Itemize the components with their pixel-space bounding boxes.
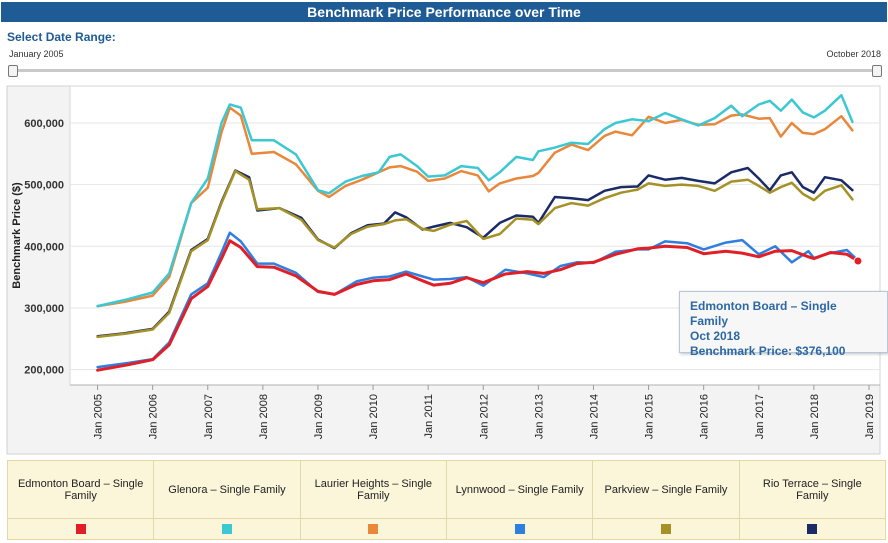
x-tick-label: Jan 2009 bbox=[313, 394, 325, 439]
x-tick-label: Jan 2012 bbox=[478, 394, 490, 439]
legend-label: Lynnwood – Single Family bbox=[446, 461, 593, 519]
series-line bbox=[96, 169, 854, 339]
y-tick-label: 300,000 bbox=[24, 303, 64, 315]
date-range-slider-track[interactable] bbox=[12, 69, 878, 72]
x-tick-label: Jan 2017 bbox=[754, 394, 766, 439]
legend-swatch bbox=[660, 524, 671, 534]
y-axis-label: Benchmark Price ($) bbox=[11, 182, 23, 289]
x-tick-label: Jan 2011 bbox=[423, 394, 435, 438]
series-line bbox=[96, 106, 854, 308]
tooltip-series: Edmonton Board – Single Family bbox=[690, 299, 837, 328]
x-tick-label: Jan 2016 bbox=[699, 394, 711, 439]
x-tick-label: Jan 2006 bbox=[148, 394, 160, 439]
chart-legend: Edmonton Board – Single Family Glenora –… bbox=[7, 460, 886, 540]
slider-end-handle[interactable] bbox=[872, 65, 882, 77]
x-tick-label: Jan 2008 bbox=[258, 394, 270, 439]
series-line bbox=[96, 239, 860, 372]
tooltip-date: Oct 2018 bbox=[690, 329, 741, 343]
legend-label: Edmonton Board – Single Family bbox=[8, 461, 154, 519]
legend-label: Glenora – Single Family bbox=[154, 461, 300, 519]
legend-item[interactable]: Rio Terrace – Single Family bbox=[739, 461, 885, 539]
date-range-label: Select Date Range: bbox=[7, 30, 116, 44]
y-tick-label: 600,000 bbox=[24, 118, 64, 130]
legend-item[interactable]: Parkview – Single Family bbox=[593, 461, 740, 539]
y-tick-label: 200,000 bbox=[24, 365, 64, 377]
legend-swatch bbox=[368, 524, 379, 534]
legend-swatch bbox=[807, 524, 818, 534]
legend-item[interactable]: Glenora – Single Family bbox=[154, 461, 301, 539]
tooltip-value: Benchmark Price: $376,100 bbox=[690, 344, 846, 358]
legend-item[interactable]: Laurier Heights – Single Family bbox=[300, 461, 447, 539]
x-tick-label: Jan 2018 bbox=[809, 394, 821, 439]
x-tick-label: Jan 2007 bbox=[203, 394, 215, 439]
series-line bbox=[96, 231, 860, 369]
legend-item[interactable]: Edmonton Board – Single Family bbox=[8, 461, 155, 539]
x-tick-label: Jan 2013 bbox=[533, 394, 545, 439]
legend-label: Rio Terrace – Single Family bbox=[739, 461, 885, 519]
legend-swatch bbox=[75, 524, 86, 534]
chart-tooltip: Edmonton Board – Single Family Oct 2018 … bbox=[679, 291, 888, 358]
highlight-point bbox=[853, 256, 863, 266]
x-tick-label: Jan 2010 bbox=[368, 394, 380, 439]
y-tick-label: 400,000 bbox=[24, 241, 64, 253]
series-line bbox=[96, 93, 854, 308]
x-tick-label: Jan 2005 bbox=[93, 394, 105, 439]
legend-label: Parkview – Single Family bbox=[593, 461, 739, 519]
date-range-start: January 2005 bbox=[9, 49, 64, 59]
date-range-end: October 2018 bbox=[826, 49, 881, 59]
legend-item[interactable]: Lynnwood – Single Family bbox=[446, 461, 594, 539]
legend-swatch bbox=[221, 524, 232, 534]
x-tick-label: Jan 2014 bbox=[588, 394, 600, 439]
y-tick-label: 500,000 bbox=[24, 180, 64, 192]
legend-label: Laurier Heights – Single Family bbox=[300, 461, 446, 519]
line-chart: 200,000 300,000 400,000 500,000 600,000 Bench… bbox=[6, 85, 881, 455]
x-tick-label: Jan 2019 bbox=[864, 394, 876, 439]
chart-title: Benchmark Price Performance over Time bbox=[1, 2, 887, 22]
x-tick-label: Jan 2015 bbox=[644, 394, 656, 439]
slider-start-handle[interactable] bbox=[8, 65, 18, 77]
legend-swatch bbox=[514, 524, 525, 534]
